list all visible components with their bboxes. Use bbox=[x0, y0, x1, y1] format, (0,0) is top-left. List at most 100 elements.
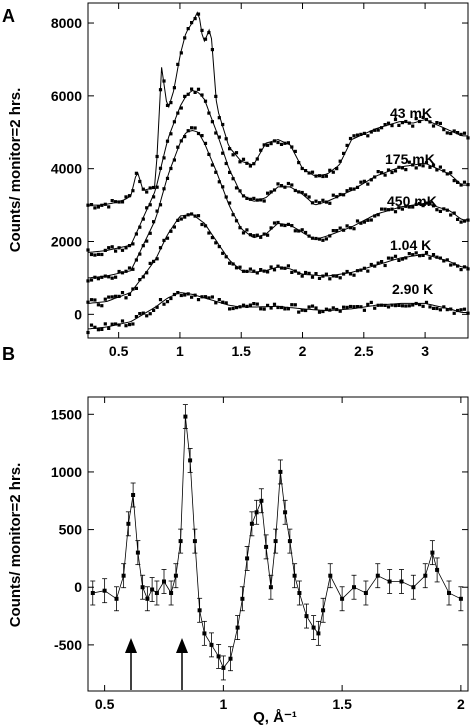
data-point bbox=[310, 170, 315, 174]
data-point bbox=[102, 588, 107, 593]
data-point bbox=[120, 291, 125, 295]
data-point bbox=[352, 187, 356, 191]
data-point bbox=[126, 521, 131, 526]
data-point bbox=[273, 539, 278, 544]
data-point bbox=[110, 322, 114, 326]
data-point bbox=[355, 269, 360, 273]
data-point bbox=[155, 185, 159, 189]
data-point bbox=[324, 272, 328, 276]
data-point bbox=[107, 326, 111, 330]
data-point bbox=[269, 265, 273, 269]
panel-a-y-tick-label: 2000 bbox=[51, 234, 82, 250]
data-point bbox=[466, 311, 470, 315]
data-point bbox=[462, 131, 467, 135]
data-point bbox=[100, 203, 104, 207]
data-point bbox=[183, 94, 187, 98]
data-point bbox=[279, 266, 284, 270]
data-point bbox=[107, 205, 111, 209]
data-point bbox=[190, 21, 194, 25]
data-point bbox=[279, 305, 284, 310]
data-point bbox=[173, 573, 178, 578]
data-point bbox=[286, 264, 290, 268]
data-point bbox=[335, 195, 339, 199]
data-point bbox=[231, 213, 235, 217]
data-point bbox=[148, 231, 152, 235]
data-point bbox=[445, 208, 449, 212]
data-point bbox=[304, 169, 308, 173]
data-point bbox=[428, 120, 432, 124]
data-point bbox=[328, 308, 332, 312]
data-point bbox=[100, 252, 104, 257]
data-point bbox=[310, 275, 315, 279]
data-point bbox=[269, 306, 273, 310]
data-point bbox=[466, 218, 470, 222]
data-point bbox=[386, 121, 391, 125]
data-point bbox=[179, 51, 183, 55]
panel-a-x-tick-label: 3 bbox=[421, 343, 429, 359]
data-point bbox=[158, 88, 163, 92]
data-point bbox=[221, 185, 225, 189]
data-point bbox=[172, 120, 176, 124]
data-point bbox=[169, 132, 173, 136]
data-point bbox=[221, 122, 225, 127]
data-point bbox=[248, 233, 252, 237]
data-point bbox=[321, 608, 326, 613]
data-point bbox=[452, 179, 456, 183]
data-point bbox=[324, 200, 328, 204]
data-point bbox=[214, 131, 218, 135]
data-point bbox=[172, 86, 176, 90]
label-175mk: 175 mK bbox=[385, 151, 435, 167]
data-point bbox=[169, 296, 173, 301]
data-point bbox=[386, 208, 391, 212]
data-point bbox=[345, 224, 349, 228]
data-point bbox=[310, 201, 315, 205]
panel-a-ticks: 0.5 1 1.5 2 2.5 3 0 2000 4000 6000 8000 bbox=[51, 3, 468, 359]
label-450mk: 450 mK bbox=[387, 193, 437, 209]
data-point bbox=[414, 202, 418, 206]
data-point bbox=[179, 293, 183, 298]
data-point bbox=[196, 214, 201, 218]
data-point bbox=[362, 131, 366, 135]
data-point bbox=[224, 161, 228, 166]
data-point bbox=[169, 591, 174, 595]
data-point bbox=[154, 591, 159, 595]
data-point bbox=[135, 550, 140, 555]
data-point bbox=[293, 303, 297, 307]
data-point bbox=[411, 124, 415, 128]
panel-b-x-axis-label: Q, Å⁻¹ bbox=[253, 709, 297, 726]
data-point bbox=[400, 257, 404, 261]
data-point bbox=[200, 222, 204, 227]
data-point bbox=[321, 238, 325, 242]
data-point bbox=[352, 134, 356, 138]
data-point bbox=[452, 262, 456, 266]
data-point bbox=[272, 268, 277, 272]
data-point bbox=[397, 206, 401, 210]
data-point bbox=[366, 134, 370, 138]
data-point bbox=[145, 239, 149, 243]
data-point bbox=[458, 596, 463, 601]
data-point bbox=[269, 190, 273, 194]
data-point bbox=[369, 130, 373, 134]
label-43mk: 43 mK bbox=[390, 105, 432, 121]
data-point bbox=[114, 200, 118, 204]
data-point bbox=[276, 182, 280, 186]
data-point bbox=[141, 187, 145, 191]
data-point bbox=[456, 180, 460, 184]
data-point bbox=[127, 292, 132, 296]
data-point bbox=[279, 184, 284, 188]
data-point bbox=[228, 656, 233, 661]
data-point bbox=[158, 166, 163, 170]
data-point bbox=[373, 214, 377, 218]
data-point bbox=[224, 137, 228, 141]
data-point bbox=[383, 173, 387, 177]
data-point bbox=[438, 165, 442, 169]
data-point bbox=[207, 296, 211, 300]
data-point bbox=[240, 596, 245, 601]
data-point bbox=[342, 228, 346, 232]
data-point bbox=[96, 277, 100, 281]
data-point bbox=[317, 174, 322, 178]
data-point bbox=[393, 254, 398, 258]
data-point bbox=[117, 323, 121, 327]
data-point bbox=[459, 183, 463, 187]
panel-b-y-tick-label: 500 bbox=[59, 522, 83, 538]
